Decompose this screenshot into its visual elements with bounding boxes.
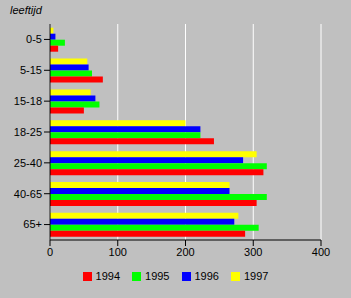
svg-text:200: 200 <box>176 246 194 258</box>
html-text:1995: 1995 <box>145 270 170 282</box>
svg-text:0: 0 <box>47 246 53 258</box>
svg-text:15-18: 15-18 <box>14 95 42 107</box>
html-text:1994: 1994 <box>95 270 120 282</box>
svg-text:400: 400 <box>312 246 330 258</box>
svg-text:300: 300 <box>244 246 262 258</box>
svg-text:40-65: 40-65 <box>14 188 42 200</box>
html-text:1997: 1997 <box>244 270 269 282</box>
html-text:leeftijd: leeftijd <box>10 4 42 16</box>
svg-text:0-5: 0-5 <box>26 33 42 45</box>
svg-text:18-25: 18-25 <box>14 126 42 138</box>
svg-text:5-15: 5-15 <box>20 64 42 76</box>
svg-text:25-40: 25-40 <box>14 157 42 169</box>
svg-text:100: 100 <box>109 246 127 258</box>
html-text:1996: 1996 <box>194 270 219 282</box>
svg-text:65+: 65+ <box>23 218 42 230</box>
